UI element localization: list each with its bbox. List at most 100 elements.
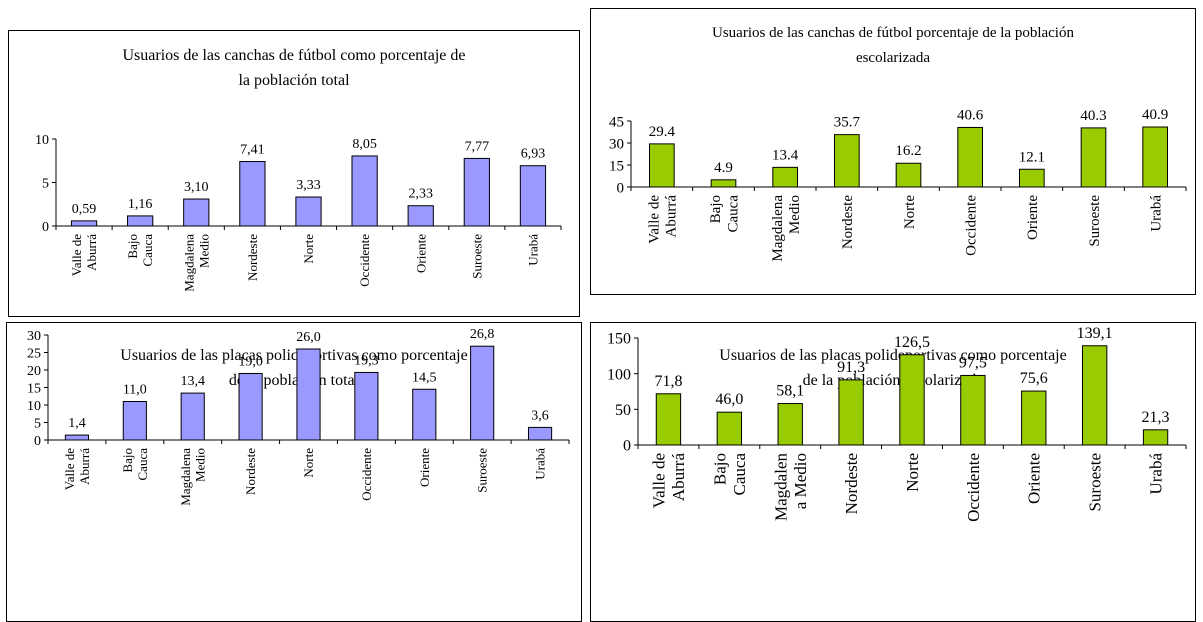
x-category-label-line: Oriente (1025, 453, 1044, 504)
x-category-label-line: Aburrá (669, 453, 688, 502)
x-category-label: Norte (301, 448, 316, 478)
y-tick-label: 0 (617, 180, 625, 196)
x-category-label: Suroeste (475, 448, 490, 493)
bar (351, 155, 378, 227)
bar-value-label: 13.4 (772, 147, 799, 163)
x-category-label-line: Urabá (1148, 195, 1164, 232)
x-category-label: Bajo Cauca (120, 448, 150, 481)
x-category-label-line: Bajo (125, 234, 140, 259)
y-tick-label: 15 (27, 381, 41, 396)
x-category-label: Nordeste (842, 453, 861, 514)
bar-value-label: 11,0 (123, 383, 147, 398)
bar-value-label: 12.1 (1019, 149, 1045, 165)
x-category-label: Urabá (533, 448, 548, 480)
x-category-label: Bajo Cauca (708, 195, 741, 233)
x-category-label: Urabá (1148, 195, 1164, 232)
x-category-label-line: Magdalena (181, 234, 196, 292)
bar (899, 354, 925, 446)
x-category-label-line: Bajo (708, 195, 724, 223)
bar (122, 401, 147, 441)
x-category-label-line: Bajo (120, 448, 135, 473)
chart-title-line-1: Usuarios de las canchas de fútbol como p… (122, 47, 466, 64)
bar-value-label: 3,33 (296, 178, 321, 193)
bar (470, 345, 495, 441)
x-category-label: Bajo Cauca (711, 453, 750, 496)
bar (1081, 345, 1108, 446)
bar (407, 205, 434, 227)
x-category-label-line: Norte (903, 453, 922, 492)
x-category-label: Occidente (357, 234, 372, 287)
x-category-label-line: Suroeste (1086, 453, 1105, 512)
chart-title: Usuarios de las canchas de fútbol como p… (9, 43, 579, 93)
bar-value-label: 8,05 (352, 137, 377, 152)
x-category-label: Magdalena Medio (181, 234, 211, 292)
bar (960, 374, 986, 446)
x-category-label-line: Magdalena (770, 195, 786, 262)
x-category-label: Nordeste (245, 234, 260, 281)
x-category-label-line: Oriente (1025, 195, 1041, 240)
x-category-label: Urabá (1147, 453, 1166, 495)
bar-value-label: 58,1 (776, 383, 804, 400)
x-category-label-line: Suroeste (475, 448, 490, 493)
x-category-label-line: Suroeste (1087, 195, 1103, 247)
x-category-label-line: Nordeste (243, 448, 258, 495)
bar-value-label: 46,0 (715, 391, 743, 408)
x-category-label: Magdalena Medio (770, 195, 803, 262)
x-category-label: Valle de Aburrá (650, 453, 689, 509)
y-tick-label: 0 (623, 438, 631, 455)
chart-title-line-2: escolarizada (855, 50, 931, 66)
bar-value-label: 71,8 (654, 373, 682, 390)
bar-value-label: 1,4 (68, 416, 86, 431)
bar (180, 392, 205, 441)
x-category-label: Suroeste (1087, 195, 1103, 247)
x-category-label-line: Urabá (1147, 453, 1166, 495)
x-category-label-line: Occidente (963, 195, 979, 256)
bar (777, 403, 803, 446)
x-category-label-line: Valle de (62, 448, 77, 490)
chart-panel-placas-total: Usuarios de las placas polideportivas co… (6, 322, 582, 622)
x-category-label-line: Medio (193, 448, 208, 482)
chart-title: Usuarios de las canchas de fútbol porcen… (591, 21, 1195, 71)
bar-value-label: 4.9 (714, 160, 733, 176)
x-category-label-line: Nordeste (245, 234, 260, 281)
bar (64, 434, 90, 441)
bar-value-label: 2,33 (408, 187, 433, 202)
y-tick-label: 30 (609, 136, 624, 152)
x-category-label: Oriente (413, 234, 428, 273)
x-category-label-line: Valle de (646, 195, 662, 244)
y-tick-label: 10 (27, 399, 41, 414)
x-category-label: Norte (301, 234, 316, 264)
bar (957, 126, 984, 188)
chart-panel-placas-escolarizada: Usuarios de las placas polideportivas co… (590, 322, 1196, 622)
y-tick-label: 15 (609, 158, 624, 174)
x-category-label-line: Aburrá (84, 234, 99, 271)
chart-panel-futbol-escolarizada: Usuarios de las canchas de fútbol porcen… (590, 8, 1196, 295)
bar (1021, 390, 1047, 446)
chart-title-line-1: Usuarios de las placas polideportivas co… (719, 347, 1067, 364)
x-category-label-line: Valle de (650, 453, 669, 508)
bar-value-label: 3,10 (184, 180, 209, 195)
bar-value-label: 26,8 (470, 327, 495, 342)
bar-chart-placas-total: 0 5 10 15 20 25 30 1,4 Valle de Aburrá 11,0 Bajo Cau… (27, 327, 570, 506)
bar (710, 179, 737, 188)
x-category-label-line: Medio (787, 195, 803, 234)
x-category-label: Occidente (964, 453, 983, 522)
y-tick-label: 25 (27, 346, 41, 361)
bar-value-label: 6,93 (521, 147, 546, 162)
bar-value-label: 91,3 (837, 359, 865, 376)
x-category-label-line: Occidente (359, 448, 374, 501)
bar-value-label: 75,6 (1020, 370, 1048, 387)
x-category-label-line: Magdalen (771, 453, 790, 521)
x-category-label: Bajo Cauca (125, 234, 155, 267)
x-category-label-line: Valle de (69, 234, 84, 276)
bar (1080, 127, 1107, 188)
x-category-label: Nordeste (243, 448, 258, 495)
x-category-label: Valle de Aburrá (646, 195, 679, 244)
bar (527, 426, 553, 441)
chart-title-line-1: Usuarios de las placas polideportivas co… (120, 347, 468, 364)
x-category-label-line: Medio (196, 234, 211, 268)
bar (295, 196, 322, 227)
bar (1142, 126, 1168, 188)
x-category-label: Valle de Aburrá (69, 234, 99, 276)
bar-value-label: 35.7 (834, 115, 861, 131)
